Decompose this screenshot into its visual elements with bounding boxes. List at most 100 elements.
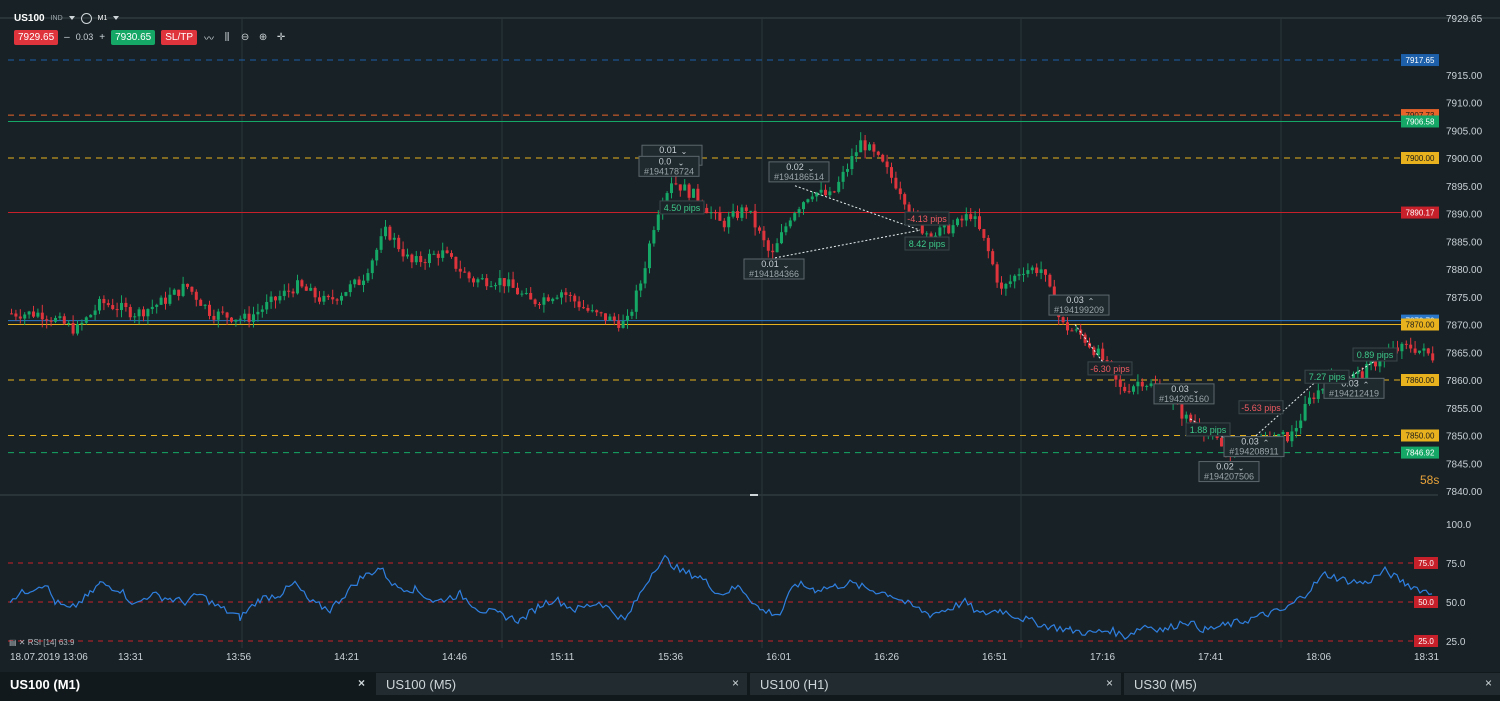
candle	[639, 283, 643, 291]
candle	[665, 193, 669, 206]
candle	[810, 196, 814, 200]
candle	[498, 278, 502, 286]
candle	[1184, 414, 1188, 419]
candle	[1404, 343, 1408, 345]
lot-input[interactable]: 0.03	[75, 32, 94, 42]
candle	[115, 309, 119, 311]
trade-lot: 0.02	[1216, 462, 1234, 472]
time-label: 15:36	[658, 652, 683, 663]
candle	[159, 297, 163, 305]
rsi-legend[interactable]: ▤ ✕ RSI [14] 63.9	[9, 638, 75, 647]
candle	[1039, 269, 1043, 274]
candle	[991, 251, 995, 265]
candle	[1092, 347, 1096, 356]
lot-plus-button[interactable]: +	[99, 31, 106, 43]
candle	[18, 316, 22, 319]
candle	[1105, 360, 1109, 362]
candle	[234, 319, 238, 322]
candle	[1321, 388, 1325, 391]
price-line-label: 7850.00	[1406, 432, 1435, 441]
price-line-tag	[1401, 152, 1439, 164]
price-tick-label: 7880.00	[1446, 265, 1483, 276]
candle	[212, 315, 216, 320]
candle	[216, 311, 220, 320]
candle	[942, 224, 946, 228]
candle	[384, 226, 387, 237]
candle	[1378, 361, 1382, 367]
candle	[1422, 348, 1426, 351]
price-tick-label: 7860.00	[1446, 376, 1483, 387]
candle	[458, 268, 462, 272]
tab-us30-m5[interactable]: US30 (M5) ×	[1124, 673, 1500, 695]
price-tick-label: 7895.00	[1446, 182, 1483, 193]
tab-us100-h1[interactable]: US100 (H1) ×	[750, 673, 1124, 695]
close-icon[interactable]: ×	[731, 676, 739, 690]
close-icon[interactable]: ×	[357, 676, 365, 690]
crosshair-icon[interactable]: ✛	[276, 31, 286, 43]
candle	[304, 286, 308, 291]
close-icon[interactable]: ×	[1484, 676, 1492, 690]
candle	[1281, 432, 1285, 435]
candle	[775, 243, 779, 253]
timeframe[interactable]: M1	[97, 14, 108, 22]
sell-button[interactable]: 7929.65	[14, 29, 59, 45]
close-icon[interactable]: ×	[1105, 676, 1113, 690]
line-chart-icon[interactable]: 〰	[204, 33, 215, 45]
symbol-name[interactable]: US100	[14, 12, 45, 24]
sltp-button[interactable]: SL/TP	[161, 29, 198, 45]
candle	[23, 314, 27, 319]
pips-box	[904, 236, 950, 251]
candle	[802, 202, 805, 210]
clock-icon[interactable]	[80, 12, 92, 24]
candle	[98, 298, 101, 311]
candle	[128, 307, 132, 318]
candle	[1308, 397, 1311, 404]
candle	[335, 299, 339, 301]
candle-timer: 58s	[1420, 473, 1440, 487]
candle	[590, 310, 594, 312]
candle	[62, 316, 66, 324]
candle	[40, 312, 44, 320]
pips-label: -6.30 pips	[1090, 364, 1130, 374]
candle	[164, 297, 167, 304]
chevron-up-icon: ⌃	[1088, 297, 1095, 306]
candle	[749, 210, 753, 212]
price-tick-label: 7900.00	[1446, 154, 1483, 165]
candle	[1418, 350, 1421, 353]
candle	[727, 216, 731, 228]
candle	[784, 226, 788, 233]
candle	[186, 283, 189, 287]
trade-id: #194212419	[1329, 388, 1379, 398]
candle	[920, 222, 924, 234]
candle	[683, 184, 687, 191]
trade-lot: 0.03	[1341, 378, 1359, 388]
rsi-line	[9, 554, 1433, 640]
buy-button[interactable]: 7930.65	[111, 29, 156, 45]
chevron-down-icon[interactable]	[68, 16, 75, 20]
candle	[898, 188, 902, 195]
candle	[300, 280, 304, 287]
candle	[410, 254, 414, 263]
tab-us100-m1[interactable]: US100 (M1) ×	[0, 673, 376, 695]
candle	[524, 292, 528, 294]
candles-icon[interactable]: ⫼	[224, 31, 230, 43]
zoom-in-icon[interactable]: ⊕	[258, 31, 268, 43]
candle	[1123, 386, 1127, 392]
candle	[238, 318, 242, 320]
candle	[1101, 348, 1105, 361]
lot-minus-button[interactable]: –	[64, 31, 70, 43]
zoom-out-icon[interactable]: ⊖	[240, 31, 250, 43]
chevron-up-icon: ⌃	[1263, 439, 1270, 448]
trading-chart[interactable]: 7915.00 7910.00 7905.00 7900.00 7895.00 7890.…	[0, 0, 1500, 672]
candle	[1066, 322, 1069, 331]
trade-lot: 0.03	[1241, 437, 1259, 447]
candle	[819, 189, 823, 193]
pips-box	[1185, 422, 1231, 437]
rsi-level-tag	[1414, 557, 1438, 569]
chevron-down-icon: ⌄	[783, 261, 790, 270]
tab-us100-m5[interactable]: US100 (M5) ×	[376, 673, 750, 695]
candle	[348, 284, 352, 293]
candle	[309, 287, 313, 291]
candle	[511, 279, 515, 288]
chevron-down-icon[interactable]	[113, 16, 120, 20]
